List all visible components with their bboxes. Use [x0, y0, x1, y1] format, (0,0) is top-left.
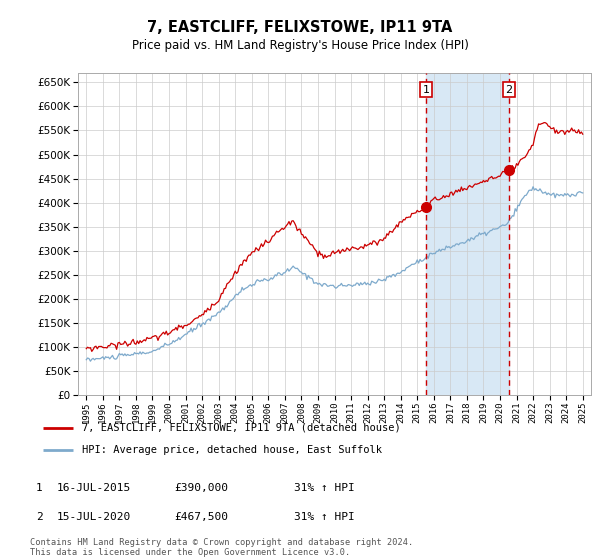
Bar — [426, 73, 509, 395]
Text: 31% ↑ HPI: 31% ↑ HPI — [294, 512, 355, 522]
Text: 1: 1 — [35, 483, 43, 493]
Text: £390,000: £390,000 — [174, 483, 228, 493]
Text: 7, EASTCLIFF, FELIXSTOWE, IP11 9TA (detached house): 7, EASTCLIFF, FELIXSTOWE, IP11 9TA (deta… — [82, 423, 401, 433]
Text: 16-JUL-2015: 16-JUL-2015 — [57, 483, 131, 493]
Text: 7, EASTCLIFF, FELIXSTOWE, IP11 9TA: 7, EASTCLIFF, FELIXSTOWE, IP11 9TA — [148, 20, 452, 35]
Text: 31% ↑ HPI: 31% ↑ HPI — [294, 483, 355, 493]
Text: 2: 2 — [35, 512, 43, 522]
Text: 1: 1 — [422, 85, 430, 95]
Text: 15-JUL-2020: 15-JUL-2020 — [57, 512, 131, 522]
Text: Price paid vs. HM Land Registry's House Price Index (HPI): Price paid vs. HM Land Registry's House … — [131, 39, 469, 52]
Text: HPI: Average price, detached house, East Suffolk: HPI: Average price, detached house, East… — [82, 445, 382, 455]
Text: 2: 2 — [505, 85, 512, 95]
Text: Contains HM Land Registry data © Crown copyright and database right 2024.
This d: Contains HM Land Registry data © Crown c… — [30, 538, 413, 557]
Text: £467,500: £467,500 — [174, 512, 228, 522]
